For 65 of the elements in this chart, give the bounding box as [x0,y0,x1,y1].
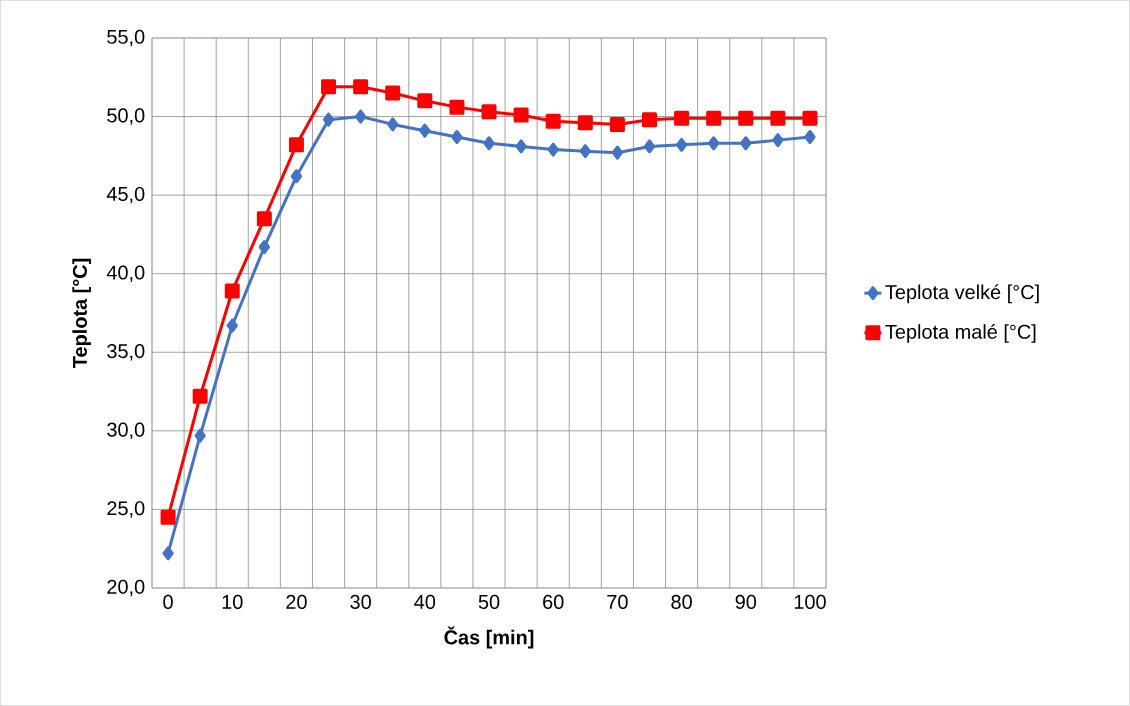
legend-label: Teplota malé [°C] [885,323,1036,343]
point [643,139,656,154]
x-tick-label: 80 [671,594,692,609]
point [290,169,303,184]
x-tick-label: 60 [543,594,564,609]
point [772,133,784,148]
point [194,428,206,443]
point [611,145,624,160]
x-tick-label: 40 [414,594,436,609]
point [706,110,722,126]
point [162,546,174,561]
point [545,113,561,129]
point [451,129,463,144]
point [675,137,688,152]
x-tick-label: 90 [735,594,757,609]
point [449,99,465,115]
y-axis-title: Teplota [°C] [72,258,91,369]
point [547,142,559,157]
y-tick-label: 45,0 [106,186,145,204]
point [322,112,335,127]
x-tick-label: 50 [478,594,500,609]
point [740,136,752,151]
point [226,318,238,333]
x-axis-title: Čas [min] [444,626,534,649]
point [321,79,337,95]
point [224,283,240,299]
y-tick-label: 40,0 [106,265,145,282]
y-tick-label: 30,0 [107,422,145,440]
x-tick-label: 100 [794,594,826,609]
point [387,117,399,132]
point [738,110,754,126]
legend-label: Teplota velké [°C] [885,284,1039,304]
point [288,137,304,153]
point [770,110,786,126]
point [641,112,657,128]
point [385,85,401,101]
point [609,116,625,132]
point [513,107,529,123]
point [804,129,816,144]
point [417,93,433,109]
point [419,123,431,138]
x-tick-label: 20 [286,594,307,609]
y-tick-label: 35,0 [107,344,145,361]
point [353,79,369,95]
x-tick-label: 0 [163,594,173,609]
x-tick-label: 30 [350,594,371,609]
point [708,136,720,151]
y-tick-label: 20,0 [107,579,145,597]
point [256,211,272,227]
x-tick-label: 10 [222,594,243,609]
point [483,136,495,151]
y-tick-label: 25,0 [107,501,145,518]
point [192,388,208,404]
point [674,110,690,126]
point [481,104,497,120]
point [515,139,527,154]
point [160,509,176,525]
point [355,109,367,124]
y-tick-label: 50,0 [107,108,145,125]
point [802,110,818,126]
y-tick-label: 55,0 [107,29,145,47]
point [258,239,270,254]
point [577,115,593,131]
point [579,144,591,159]
x-tick-label: 70 [607,594,628,609]
